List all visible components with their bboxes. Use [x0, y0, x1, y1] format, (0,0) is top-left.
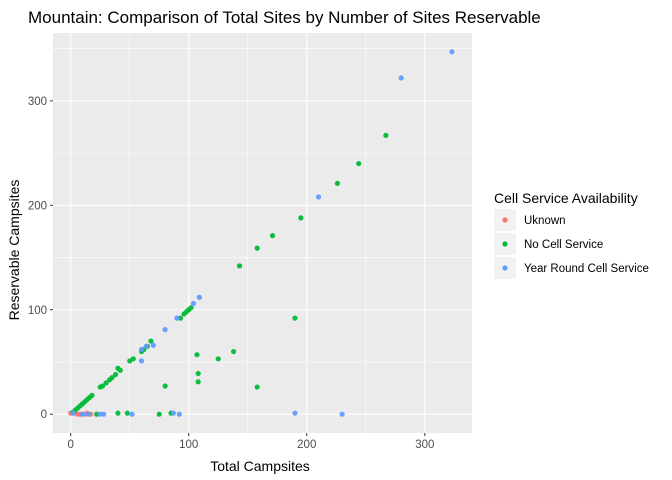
data-points — [68, 49, 455, 417]
x-axis-ticks: 0 100 200 300 — [68, 433, 434, 451]
legend-label-no-cell-service: No Cell Service — [524, 239, 603, 251]
data-point-year-round-cell-service — [174, 315, 180, 321]
legend: Cell Service Availability Uknown No Cell … — [494, 190, 649, 279]
data-point-year-round-cell-service — [143, 343, 149, 349]
data-point-no-cell-service — [112, 371, 119, 378]
data-point-no-cell-service — [124, 410, 130, 416]
data-point-no-cell-service — [89, 392, 95, 399]
data-point-year-round-cell-service — [129, 411, 135, 417]
data-point-year-round-cell-service — [196, 294, 202, 300]
data-point-no-cell-service — [188, 305, 194, 311]
data-point-no-cell-service — [162, 383, 168, 389]
data-point-no-cell-service — [194, 352, 200, 358]
data-point-no-cell-service — [269, 233, 276, 239]
data-point-no-cell-service — [230, 348, 237, 355]
data-point-no-cell-service — [236, 263, 243, 269]
y-axis-title: Reservable Campsites — [6, 180, 22, 321]
data-point-no-cell-service — [99, 383, 106, 389]
data-point-year-round-cell-service — [138, 358, 145, 364]
data-point-year-round-cell-service — [138, 346, 145, 353]
legend-label-year-round-cell-service: Year Round Cell Service — [524, 263, 649, 275]
y-tick-label: 0 — [41, 409, 47, 421]
data-point-no-cell-service — [215, 356, 221, 362]
legend-key-no-cell-service — [502, 241, 508, 247]
data-point-no-cell-service — [148, 338, 154, 344]
data-point-no-cell-service — [130, 356, 136, 362]
data-point-no-cell-service — [195, 370, 201, 377]
data-point-no-cell-service — [298, 215, 304, 221]
data-point-no-cell-service — [356, 160, 362, 167]
legend-key-uknown — [502, 217, 508, 223]
legend-items: Uknown No Cell Service Year Round Cell Ser… — [494, 209, 649, 279]
x-tick-label: 200 — [297, 439, 316, 451]
data-point-year-round-cell-service — [339, 411, 345, 417]
data-point-year-round-cell-service — [315, 194, 322, 200]
data-point-no-cell-service — [254, 245, 260, 251]
data-point-year-round-cell-service — [101, 411, 107, 417]
y-tick-label: 300 — [28, 96, 47, 108]
x-axis-title: Total Campsites — [210, 458, 310, 474]
x-tick-label: 300 — [415, 439, 434, 451]
data-point-no-cell-service — [117, 367, 123, 373]
legend-label-uknown: Uknown — [524, 215, 566, 227]
y-tick-label: 200 — [28, 200, 47, 212]
data-point-no-cell-service — [254, 384, 260, 390]
data-point-year-round-cell-service — [79, 411, 86, 417]
data-point-year-round-cell-service — [176, 411, 182, 417]
legend-key-year-round-cell-service — [502, 265, 508, 271]
legend-title: Cell Service Availability — [494, 190, 638, 206]
data-point-year-round-cell-service — [170, 410, 176, 416]
major-gridlines — [53, 33, 472, 433]
data-point-no-cell-service — [115, 410, 121, 416]
data-point-no-cell-service — [109, 375, 115, 381]
data-point-year-round-cell-service — [150, 342, 156, 348]
data-point-no-cell-service — [383, 132, 389, 138]
plot-panel — [53, 33, 472, 433]
chart-title: Mountain: Comparison of Total Sites by N… — [28, 8, 541, 27]
data-point-year-round-cell-service — [70, 410, 76, 416]
data-point-no-cell-service — [292, 315, 298, 321]
data-point-year-round-cell-service — [162, 327, 168, 333]
x-tick-label: 0 — [68, 439, 74, 451]
data-point-year-round-cell-service — [449, 49, 455, 55]
data-point-year-round-cell-service — [292, 410, 298, 416]
data-point-no-cell-service — [103, 380, 109, 386]
data-point-year-round-cell-service — [190, 300, 197, 307]
data-point-no-cell-service — [195, 379, 201, 385]
data-point-no-cell-service — [156, 411, 162, 417]
minor-gridlines — [53, 33, 472, 433]
y-tick-label: 100 — [28, 305, 47, 317]
data-point-no-cell-service — [334, 180, 341, 186]
y-axis-ticks: 0 100 200 300 — [28, 96, 53, 421]
data-point-year-round-cell-service — [85, 411, 92, 417]
x-tick-label: 100 — [179, 439, 198, 451]
data-point-year-round-cell-service — [398, 75, 404, 81]
